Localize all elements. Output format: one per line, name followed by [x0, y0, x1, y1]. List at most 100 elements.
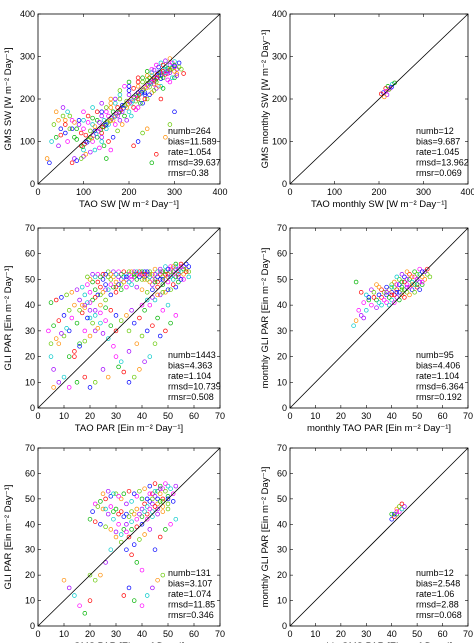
data-point — [63, 130, 68, 136]
data-point — [108, 101, 114, 106]
data-point — [124, 529, 129, 535]
data-point — [170, 264, 176, 269]
y-tick-label: 70 — [25, 443, 35, 453]
stat-line: rmsr=0.508 — [168, 392, 214, 402]
data-point — [113, 272, 119, 277]
data-point — [61, 577, 67, 583]
data-point — [44, 156, 50, 161]
data-point — [376, 284, 382, 290]
one-to-one-line — [37, 13, 221, 185]
stat-line: bias=2.548 — [416, 579, 460, 589]
data-point — [137, 511, 142, 517]
y-tick-label: 0 — [30, 403, 35, 413]
data-point — [392, 292, 397, 298]
data-point — [100, 367, 106, 372]
y-tick-label: 10 — [277, 596, 287, 606]
data-point — [131, 274, 137, 280]
data-point — [392, 300, 397, 305]
x-tick-label: 0 — [287, 411, 292, 421]
y-axis-label: GMS monthly SW [W m⁻² Day⁻¹] — [260, 30, 271, 169]
data-point — [87, 516, 93, 522]
data-point — [382, 94, 387, 100]
data-point — [76, 122, 82, 127]
y-tick-label: 100 — [272, 137, 287, 147]
data-point — [69, 315, 75, 321]
data-point — [399, 292, 405, 298]
data-point — [151, 67, 157, 73]
data-point — [121, 491, 127, 497]
data-point — [417, 287, 422, 292]
data-point — [147, 302, 153, 308]
data-point — [72, 354, 77, 359]
data-point — [157, 277, 163, 282]
data-point — [163, 527, 168, 532]
data-point — [397, 290, 402, 295]
data-point — [163, 264, 168, 269]
y-tick-label: 30 — [25, 545, 35, 555]
data-point — [152, 272, 158, 277]
data-point — [74, 320, 80, 326]
data-point — [131, 272, 137, 277]
data-point — [181, 277, 186, 282]
data-point — [167, 122, 173, 127]
data-point — [158, 96, 164, 102]
y-tick-label: 60 — [277, 468, 287, 478]
data-point — [155, 284, 160, 290]
stat-line: bias=4.406 — [416, 361, 460, 371]
data-point — [407, 272, 412, 277]
x-tick-label: 70 — [463, 411, 473, 421]
data-point — [129, 552, 134, 558]
data-point — [158, 70, 164, 75]
data-point — [98, 310, 103, 316]
data-point — [87, 308, 93, 313]
data-point — [103, 318, 108, 323]
data-point — [163, 135, 168, 140]
data-point — [154, 62, 159, 68]
data-point — [131, 105, 136, 110]
data-point — [79, 284, 85, 290]
y-tick-label: 200 — [272, 94, 287, 104]
data-point — [160, 509, 166, 514]
data-point — [66, 308, 72, 313]
data-point — [116, 274, 121, 280]
data-point — [103, 297, 108, 303]
data-point — [394, 506, 400, 512]
data-point — [111, 509, 116, 514]
data-point — [85, 120, 91, 125]
y-tick-label: 50 — [277, 494, 287, 504]
data-point — [65, 109, 70, 115]
data-point — [158, 60, 164, 66]
x-tick-label: 40 — [137, 629, 147, 639]
data-point — [142, 274, 147, 280]
data-point — [95, 326, 101, 331]
data-point — [167, 66, 173, 72]
data-point — [92, 295, 98, 300]
x-tick-label: 0 — [35, 187, 40, 197]
data-point — [144, 297, 150, 303]
x-tick-label: 20 — [336, 411, 346, 421]
data-point — [88, 149, 93, 155]
data-point — [103, 496, 108, 502]
data-point — [144, 73, 150, 78]
data-point — [72, 593, 77, 598]
data-point — [144, 126, 150, 132]
data-point — [105, 274, 111, 280]
data-point — [165, 506, 171, 512]
data-point — [81, 154, 86, 159]
data-point — [90, 122, 95, 127]
data-point — [168, 264, 173, 269]
data-point — [117, 118, 123, 123]
data-point — [72, 120, 77, 125]
data-point — [116, 282, 121, 287]
data-point — [389, 511, 394, 517]
data-point — [149, 90, 155, 95]
data-point — [144, 69, 150, 74]
data-point — [48, 354, 54, 359]
data-point — [98, 292, 103, 298]
data-point — [124, 118, 129, 123]
data-point — [389, 297, 394, 303]
data-point — [135, 79, 141, 85]
data-point — [59, 331, 64, 336]
data-point — [144, 504, 150, 509]
data-point — [124, 522, 129, 527]
